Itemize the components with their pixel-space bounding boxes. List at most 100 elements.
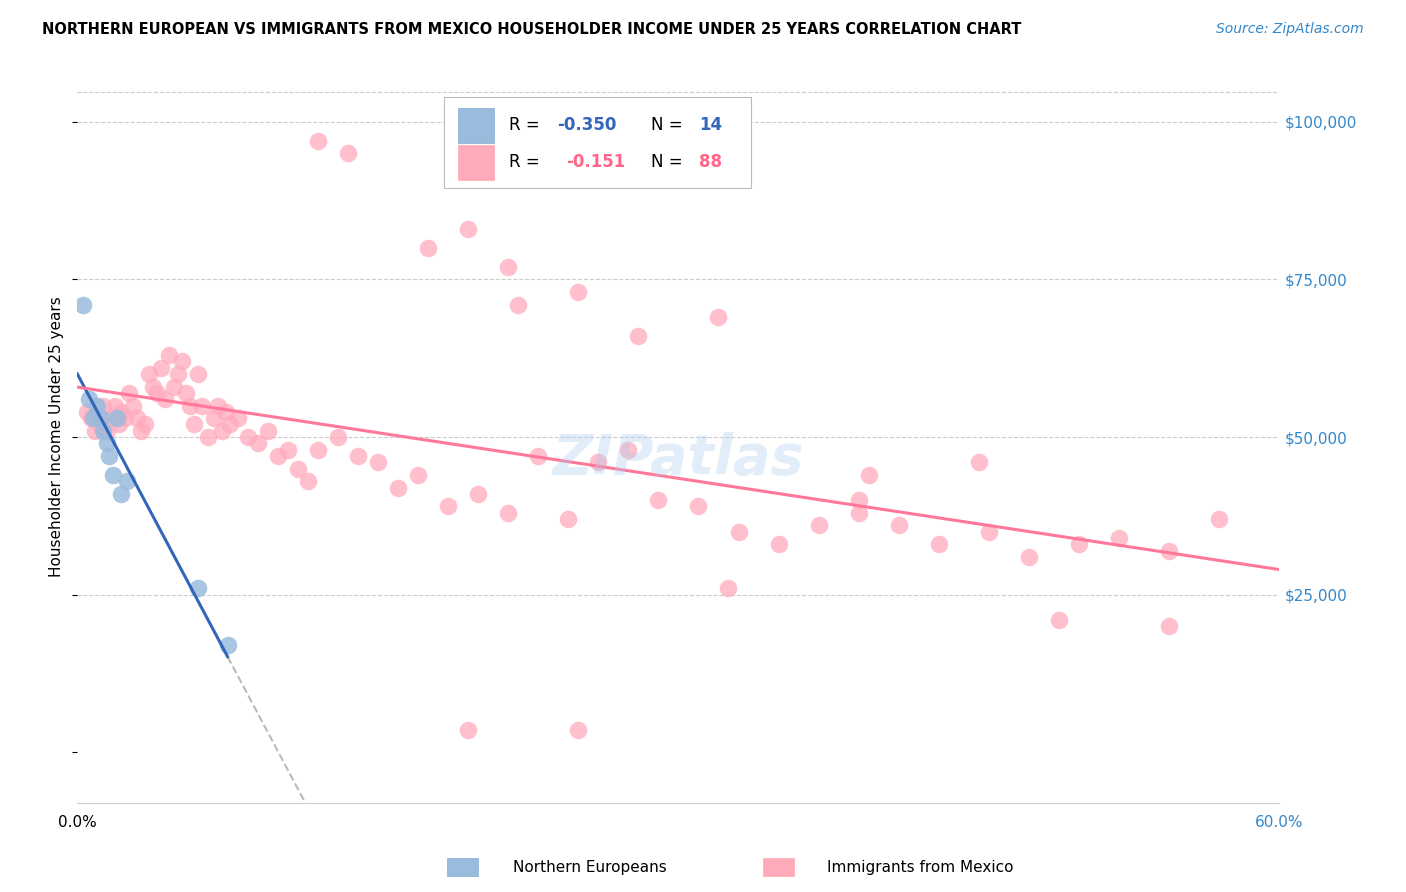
Text: -0.350: -0.350 bbox=[557, 117, 616, 135]
Point bbox=[387, 481, 409, 495]
Point bbox=[118, 386, 141, 401]
Point bbox=[202, 411, 225, 425]
Point bbox=[146, 386, 169, 401]
Point bbox=[187, 367, 209, 381]
Point bbox=[807, 518, 830, 533]
Point bbox=[110, 405, 132, 419]
Point bbox=[347, 449, 370, 463]
Text: Northern Europeans: Northern Europeans bbox=[513, 860, 666, 874]
Point bbox=[183, 417, 205, 432]
Point bbox=[218, 417, 240, 432]
Point bbox=[179, 399, 201, 413]
Point bbox=[496, 260, 519, 274]
Point bbox=[80, 411, 103, 425]
Text: N =: N = bbox=[651, 117, 688, 135]
Point bbox=[1208, 512, 1230, 526]
Point bbox=[647, 493, 669, 508]
Point bbox=[108, 417, 131, 432]
Point bbox=[211, 424, 233, 438]
Point bbox=[848, 493, 870, 508]
Bar bbox=[458, 145, 495, 179]
Point bbox=[336, 146, 359, 161]
Point bbox=[107, 411, 129, 425]
Point bbox=[326, 430, 349, 444]
Text: Source: ZipAtlas.com: Source: ZipAtlas.com bbox=[1216, 22, 1364, 37]
Bar bbox=[458, 108, 495, 143]
Point bbox=[79, 392, 101, 407]
Point bbox=[162, 379, 184, 393]
Point bbox=[567, 285, 589, 299]
Point bbox=[159, 348, 181, 362]
Point bbox=[138, 367, 160, 381]
Text: -0.151: -0.151 bbox=[567, 153, 626, 171]
Point bbox=[717, 582, 740, 596]
Point bbox=[1159, 619, 1181, 633]
Point bbox=[287, 461, 309, 475]
Text: 60.0%: 60.0% bbox=[1256, 815, 1303, 830]
Point bbox=[617, 442, 640, 457]
Point bbox=[307, 134, 329, 148]
Point bbox=[214, 405, 236, 419]
Point bbox=[150, 360, 173, 375]
Point bbox=[96, 436, 118, 450]
Point bbox=[307, 442, 329, 457]
Point bbox=[367, 455, 389, 469]
Point bbox=[467, 487, 489, 501]
Point bbox=[226, 411, 249, 425]
Point bbox=[142, 379, 165, 393]
Point bbox=[887, 518, 910, 533]
Point bbox=[89, 417, 111, 432]
Point bbox=[457, 222, 479, 236]
Point bbox=[567, 723, 589, 738]
Text: R =: R = bbox=[509, 117, 546, 135]
Point bbox=[557, 512, 579, 526]
Point bbox=[1159, 543, 1181, 558]
Point bbox=[256, 424, 278, 438]
Point bbox=[437, 500, 460, 514]
Point bbox=[217, 638, 239, 652]
Point bbox=[416, 241, 439, 255]
Point bbox=[727, 524, 749, 539]
Point bbox=[134, 417, 156, 432]
Point bbox=[90, 411, 112, 425]
Point bbox=[93, 399, 115, 413]
Point bbox=[131, 424, 153, 438]
Point bbox=[1047, 613, 1070, 627]
Point bbox=[76, 405, 98, 419]
Point bbox=[84, 424, 107, 438]
Point bbox=[1018, 549, 1040, 564]
Point bbox=[267, 449, 290, 463]
Point bbox=[508, 298, 530, 312]
Text: N =: N = bbox=[651, 153, 688, 171]
Point bbox=[104, 399, 127, 413]
Point bbox=[110, 487, 132, 501]
Point bbox=[170, 354, 193, 368]
Point bbox=[627, 329, 650, 343]
FancyBboxPatch shape bbox=[444, 97, 751, 188]
Point bbox=[100, 411, 122, 425]
Point bbox=[236, 430, 259, 444]
Point bbox=[977, 524, 1000, 539]
Point bbox=[155, 392, 177, 407]
Point bbox=[197, 430, 219, 444]
Text: R =: R = bbox=[509, 153, 550, 171]
Point bbox=[174, 386, 197, 401]
Point bbox=[1108, 531, 1130, 545]
Point bbox=[928, 537, 950, 551]
Text: Immigrants from Mexico: Immigrants from Mexico bbox=[827, 860, 1014, 874]
Point bbox=[406, 467, 429, 482]
Point bbox=[1069, 537, 1091, 551]
Point bbox=[457, 723, 479, 738]
Point bbox=[527, 449, 550, 463]
Point bbox=[166, 367, 188, 381]
Point bbox=[207, 399, 229, 413]
Point bbox=[707, 310, 730, 325]
Point bbox=[103, 467, 125, 482]
Point bbox=[496, 506, 519, 520]
Point bbox=[117, 474, 139, 488]
Point bbox=[82, 411, 104, 425]
Point bbox=[187, 582, 209, 596]
Point bbox=[246, 436, 269, 450]
Y-axis label: Householder Income Under 25 years: Householder Income Under 25 years bbox=[49, 297, 65, 577]
Point bbox=[848, 506, 870, 520]
